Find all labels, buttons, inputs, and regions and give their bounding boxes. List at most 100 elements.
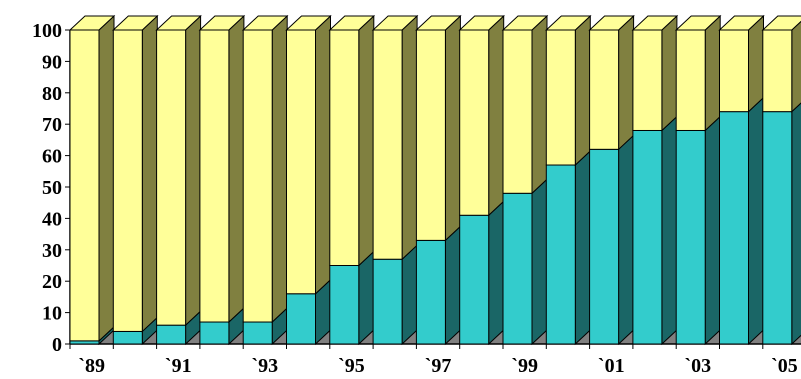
bar-top-face: [112, 15, 159, 31]
bar-segment-series-2-00: [545, 14, 592, 167]
bar-front-face: [199, 29, 230, 323]
bar-front-face: [156, 29, 187, 326]
x-category-label: `99: [511, 355, 538, 377]
bar-top-face: [674, 15, 722, 31]
bar-side-face: [531, 178, 548, 346]
y-tick-label: 100: [32, 20, 62, 42]
bar-front-face: [589, 29, 620, 150]
y-tick-label: 10: [42, 303, 62, 325]
bar-segment-series-1-01: [589, 134, 635, 346]
bar-side-face: [574, 14, 591, 167]
bar-side-face: [661, 115, 678, 346]
bar-top-face: [285, 15, 332, 31]
y-tick-label: 30: [42, 240, 62, 262]
bar-top-face: [588, 15, 635, 31]
bar-segment-series-1-99: [502, 178, 548, 346]
bar-top-face: [718, 15, 765, 31]
x-category-label: `91: [165, 355, 192, 377]
bar-group: [68, 14, 801, 346]
bar-top-face: [328, 15, 376, 31]
bar-top-face: [155, 15, 202, 31]
bar-segment-series-2-96: [371, 14, 419, 261]
bar-side-face: [791, 102, 801, 346]
bar-segment-series-2-94: [285, 14, 332, 295]
bar-segment-series-2-99: [501, 14, 549, 195]
x-category-label: `03: [685, 355, 712, 377]
bar-side-face: [488, 200, 505, 346]
bar-front-face: [719, 29, 749, 113]
y-tick-label: 20: [42, 271, 62, 293]
bar-top-face: [198, 15, 246, 31]
bar-side-face: [98, 14, 115, 343]
y-tick-label: 90: [42, 51, 62, 73]
bar-front-face: [459, 214, 490, 345]
axis-labels: 0 10 20 30 40 50 60 70 80 90 100 `89 `91 `93 `95 `97 `99…: [32, 20, 798, 377]
bar-segment-series-2-03: [674, 14, 722, 132]
bar-segment-series-2-05: [761, 15, 801, 113]
bar-front-face: [762, 111, 793, 345]
bar-front-face: [329, 265, 360, 345]
bar-segment-series-1-02: [632, 115, 678, 346]
bar-side-face: [791, 20, 801, 113]
bar-front-face: [545, 29, 576, 166]
bar-segment-series-1-04: [719, 96, 764, 346]
bar-side-face: [358, 14, 375, 267]
bar-segment-series-2-98: [458, 14, 505, 217]
bar-side-face: [488, 14, 505, 217]
bar-front-face: [112, 330, 143, 345]
bar-segment-series-2-92: [198, 14, 246, 324]
bar-front-face: [415, 29, 446, 241]
bar-segment-series-1-03: [675, 115, 721, 346]
bar-side-face: [444, 14, 461, 242]
bar-front-face: [199, 321, 230, 345]
bar-side-face: [271, 14, 288, 324]
bar-side-face: [574, 149, 591, 346]
bar-front-face: [286, 29, 316, 295]
bar-top-face: [545, 15, 592, 31]
y-tick-label: 60: [42, 146, 62, 168]
bar-top-face: [68, 15, 116, 31]
bar-side-face: [748, 96, 764, 346]
bar-segment-series-1-97: [415, 225, 461, 346]
bar-top-face: [371, 15, 419, 31]
bar-front-face: [242, 321, 273, 345]
bar-top-face: [761, 15, 801, 31]
bar-segment-series-2-97: [415, 14, 462, 242]
bar-front-face: [632, 29, 663, 131]
bar-segment-series-2-04: [718, 14, 765, 113]
bar-front-face: [156, 324, 187, 345]
bar-side-face: [315, 14, 331, 295]
bar-front-face: [545, 164, 576, 345]
bar-top-face: [631, 15, 679, 31]
bar-segment-series-1-00: [545, 149, 591, 346]
bar-side-face: [618, 134, 635, 346]
y-tick-label: 40: [42, 208, 62, 230]
bar-side-face: [748, 14, 764, 113]
bar-top-face: [458, 15, 505, 31]
bar-side-face: [228, 14, 245, 324]
bar-side-face: [704, 115, 721, 346]
bar-side-face: [401, 244, 418, 346]
bar-side-face: [531, 14, 548, 195]
bar-side-face: [401, 14, 418, 261]
bar-segment-series-1-98: [459, 200, 505, 346]
bar-front-face: [69, 29, 100, 342]
bar-side-face: [141, 14, 158, 333]
bar-segment-series-2-93: [241, 14, 289, 324]
bar-front-face: [415, 239, 446, 345]
bar-segment-series-2-91: [155, 14, 202, 327]
bar-front-face: [502, 29, 533, 194]
bar-segment-series-2-90: [112, 14, 159, 333]
x-category-label: `89: [78, 355, 105, 377]
bar-front-face: [372, 258, 403, 345]
x-category-label: `05: [771, 355, 798, 377]
bar-segment-series-1-96: [372, 244, 418, 346]
bar-segment-series-2-89: [68, 14, 116, 343]
bar-side-face: [661, 14, 678, 132]
y-tick-label: 70: [42, 114, 62, 136]
bar-segment-series-2-95: [328, 14, 376, 267]
bar-front-face: [589, 148, 620, 345]
bar-top-face: [241, 15, 289, 31]
x-category-label: `97: [425, 355, 452, 377]
bar-front-face: [286, 293, 316, 345]
